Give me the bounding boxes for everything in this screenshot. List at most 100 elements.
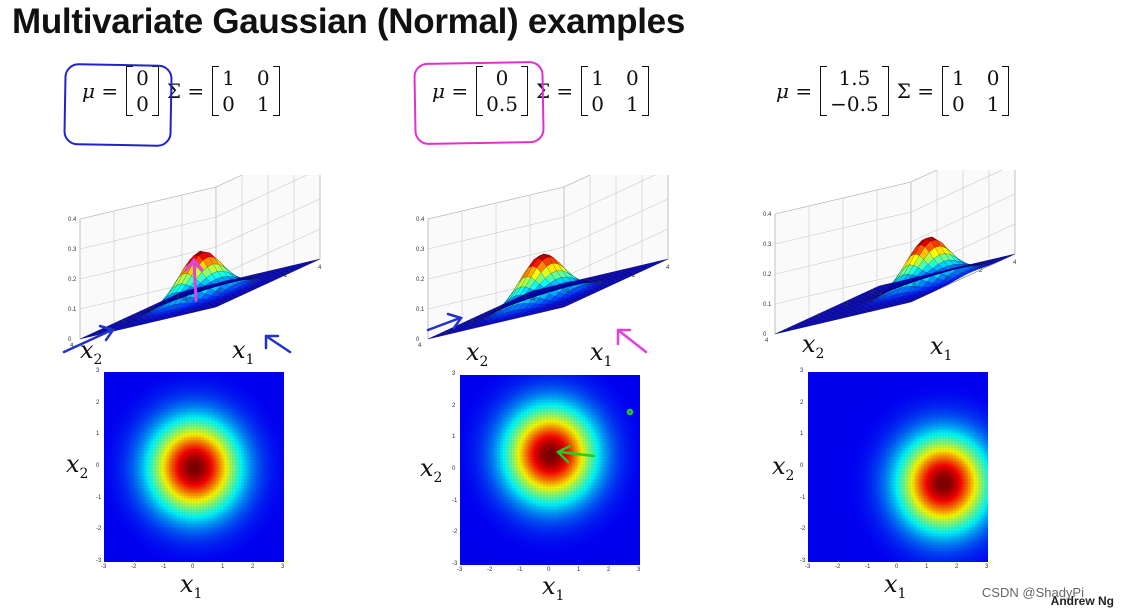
- sigma-value: 0: [986, 66, 1000, 90]
- sigma-value: 0: [625, 66, 639, 90]
- z-tick-label: 0.1: [68, 307, 77, 313]
- blue-arrow-icon: [62, 324, 116, 354]
- heat-x-tick: -1: [517, 567, 523, 573]
- mu-value: 0: [136, 66, 149, 90]
- heat-y-tick: 1: [96, 431, 100, 438]
- pink-arrow-icon: [184, 257, 204, 302]
- x1-label: x1: [590, 338, 613, 370]
- sigma-value: 1: [222, 66, 235, 90]
- blue-arrow-icon: [264, 334, 292, 354]
- heat-x-tick: 3: [637, 567, 641, 573]
- z-tick-label: 0: [416, 337, 420, 343]
- sigma-symbol: Σ =: [535, 79, 574, 103]
- heat-x-tick: 1: [925, 564, 929, 570]
- heat-x-tick: 0: [547, 567, 551, 573]
- z-tick-label: 0.3: [68, 247, 77, 253]
- heat-y-tick: -3: [800, 558, 806, 564]
- sigma-matrix: 1 0 0 1: [941, 66, 1010, 116]
- x1-tick-label: -2: [216, 289, 222, 295]
- z-tick-label: 0.4: [416, 217, 425, 223]
- heat-y-tick: 1: [800, 431, 804, 438]
- x1-tick-label: -4: [877, 292, 883, 298]
- x1-tick-label: -2: [911, 284, 917, 290]
- z-tick-label: 0.2: [416, 277, 425, 283]
- x1-tick-label: -4: [530, 297, 536, 303]
- heat-x-tick: 0: [895, 564, 899, 570]
- x2-tick-label: 2: [444, 331, 448, 337]
- sigma-value: 1: [625, 92, 639, 116]
- heat-x-tick: -1: [865, 564, 871, 570]
- x1-label: x1: [930, 332, 953, 364]
- x1-tick-label: 2: [979, 268, 983, 274]
- slide-title: Multivariate Gaussian (Normal) examples: [12, 2, 685, 41]
- sigma-value: 0: [591, 92, 604, 116]
- x2-tick-label: -2: [843, 302, 849, 308]
- x2-tick-label: -2: [496, 307, 502, 313]
- heat-y-tick: -2: [800, 526, 806, 533]
- mu-value: 0: [136, 92, 149, 116]
- heat-x-tick: 1: [577, 567, 581, 573]
- x2-tick-label: 0: [470, 319, 474, 325]
- heat-y-tick: 0: [96, 463, 100, 469]
- x1-tick-label: 2: [284, 273, 288, 279]
- heat-x-tick: 0: [191, 564, 195, 570]
- watermark: CSDN @ShadyPi: [981, 585, 1084, 600]
- sigma-value: 0: [222, 92, 235, 116]
- z-tick-label: 0.4: [763, 212, 772, 218]
- mu-value: 0.5: [486, 92, 518, 116]
- sigma-matrix: 1 0 0 1: [212, 66, 280, 116]
- z-tick-label: 0.2: [68, 277, 77, 283]
- z-tick-label: 0: [763, 332, 767, 338]
- x2-label: x2: [420, 454, 443, 486]
- sigma-matrix: 1 0 0 1: [581, 66, 649, 116]
- x2-label: x2: [772, 452, 795, 484]
- formula-panel-1: μ = 0 0 Σ = 1 0 0 1: [82, 66, 280, 116]
- formula-panel-2: μ = 0 0.5 Σ = 1 0 0 1: [432, 66, 649, 116]
- sigma-symbol: Σ =: [166, 79, 205, 103]
- heat-y-tick: 3: [800, 368, 804, 374]
- x2-tick-label: 2: [791, 326, 795, 332]
- x2-tick-label: 0: [122, 319, 126, 325]
- x1-tick-label: 4: [666, 265, 670, 271]
- x2-label: x2: [466, 338, 489, 370]
- heat-y-tick: 3: [452, 371, 456, 377]
- heat-y-tick: -1: [452, 497, 458, 504]
- heat-x-tick: -2: [131, 564, 137, 570]
- z-tick-label: 0.3: [763, 242, 772, 248]
- z-tick-label: 0.1: [763, 302, 772, 308]
- z-tick-label: 0.4: [68, 217, 77, 223]
- mu-value: 0: [495, 66, 509, 90]
- mu-vector: 0 0: [126, 66, 159, 116]
- heat-x-tick: 1: [221, 564, 225, 570]
- x2-tick-label: 0: [817, 314, 821, 320]
- z-tick-label: 0.1: [416, 307, 425, 313]
- x1-label: x1: [180, 570, 203, 602]
- heat-y-tick: 3: [96, 368, 100, 374]
- heatmap-3: [808, 372, 988, 562]
- x2-label: x2: [66, 450, 89, 482]
- heat-y-tick: -3: [96, 558, 102, 564]
- x1-tick-label: 4: [318, 265, 322, 271]
- mu-value: 1.5: [838, 66, 871, 90]
- heat-x-tick: -2: [487, 567, 493, 573]
- heatmap-2: [460, 375, 640, 565]
- heat-x-tick: -3: [805, 564, 811, 570]
- heat-y-tick: -3: [452, 561, 458, 567]
- heat-x-tick: -3: [457, 567, 463, 573]
- sigma-value: 1: [951, 66, 965, 90]
- heat-x-tick: -3: [101, 564, 107, 570]
- x1-tick-label: 0: [250, 281, 254, 287]
- x2-label: x2: [802, 330, 825, 362]
- sigma-value: 1: [256, 92, 270, 116]
- x2-tick-label: -4: [174, 295, 180, 301]
- x2-tick-label: -4: [522, 295, 528, 301]
- x1-tick-label: 4: [1013, 260, 1017, 266]
- sigma-value: 0: [256, 66, 270, 90]
- x1-tick-label: -4: [182, 297, 188, 303]
- heat-x-tick: 2: [607, 567, 611, 573]
- x2-tick-label: 4: [70, 343, 74, 349]
- green-arrow-icon: [555, 408, 634, 464]
- heat-x-tick: 3: [985, 564, 989, 570]
